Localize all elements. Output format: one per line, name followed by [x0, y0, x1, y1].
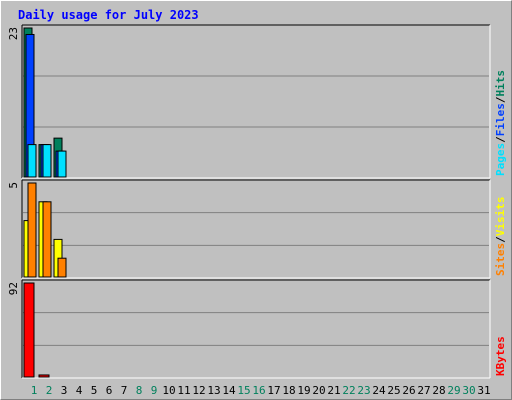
legend-entry: KBytes	[494, 336, 507, 376]
x-tick-label: 2	[46, 384, 53, 397]
x-tick-label: 3	[61, 384, 68, 397]
x-tick-label: 30	[462, 384, 475, 397]
x-tick-label: 24	[372, 384, 386, 397]
x-tick-label: 1	[31, 384, 38, 397]
bar-sites	[58, 258, 66, 277]
x-tick-label: 15	[237, 384, 250, 397]
x-tick-label: 20	[312, 384, 325, 397]
legend-entry: Pages	[494, 143, 507, 176]
x-tick-label: 6	[106, 384, 113, 397]
legend-entry: Sites	[494, 243, 507, 276]
legend: Pages/Files/Hits	[494, 70, 507, 176]
bar-kbytes	[24, 283, 34, 377]
panel-bg	[22, 180, 490, 278]
bar-sites	[28, 183, 36, 277]
legend-entry: Visits	[494, 197, 507, 237]
x-tick-label: 12	[192, 384, 205, 397]
legend-entry: Hits	[494, 70, 507, 97]
y-max-label: 92	[7, 282, 20, 295]
x-tick-label: 22	[342, 384, 355, 397]
bar-sites	[43, 202, 51, 277]
x-tick-label: 8	[136, 384, 143, 397]
x-tick-label: 5	[91, 384, 98, 397]
bar-pages	[28, 145, 36, 177]
x-tick-label: 10	[162, 384, 175, 397]
legend: KBytes	[494, 336, 507, 376]
y-max-label: 5	[7, 182, 20, 189]
x-tick-label: 14	[222, 384, 236, 397]
x-tick-label: 31	[477, 384, 490, 397]
x-tick-label: 7	[121, 384, 128, 397]
legend-entry: Files	[494, 103, 507, 136]
x-tick-label: 29	[447, 384, 460, 397]
x-tick-label: 4	[76, 384, 83, 397]
x-tick-label: 18	[282, 384, 295, 397]
x-tick-label: 17	[267, 384, 280, 397]
y-max-label: 23	[7, 27, 20, 40]
x-tick-label: 21	[327, 384, 340, 397]
x-tick-label: 27	[417, 384, 430, 397]
panel-bg	[22, 280, 490, 378]
x-tick-label: 9	[151, 384, 158, 397]
x-tick-label: 26	[402, 384, 415, 397]
bar-pages	[58, 151, 66, 177]
x-tick-label: 23	[357, 384, 370, 397]
x-tick-label: 25	[387, 384, 400, 397]
x-tick-label: 28	[432, 384, 445, 397]
x-tick-label: 13	[207, 384, 220, 397]
bar-kbytes	[39, 375, 49, 377]
x-tick-label: 11	[177, 384, 190, 397]
bar-pages	[43, 145, 51, 177]
panel-bg	[22, 25, 490, 178]
x-tick-label: 16	[252, 384, 265, 397]
legend: Sites/Visits	[494, 197, 507, 277]
x-tick-label: 19	[297, 384, 310, 397]
